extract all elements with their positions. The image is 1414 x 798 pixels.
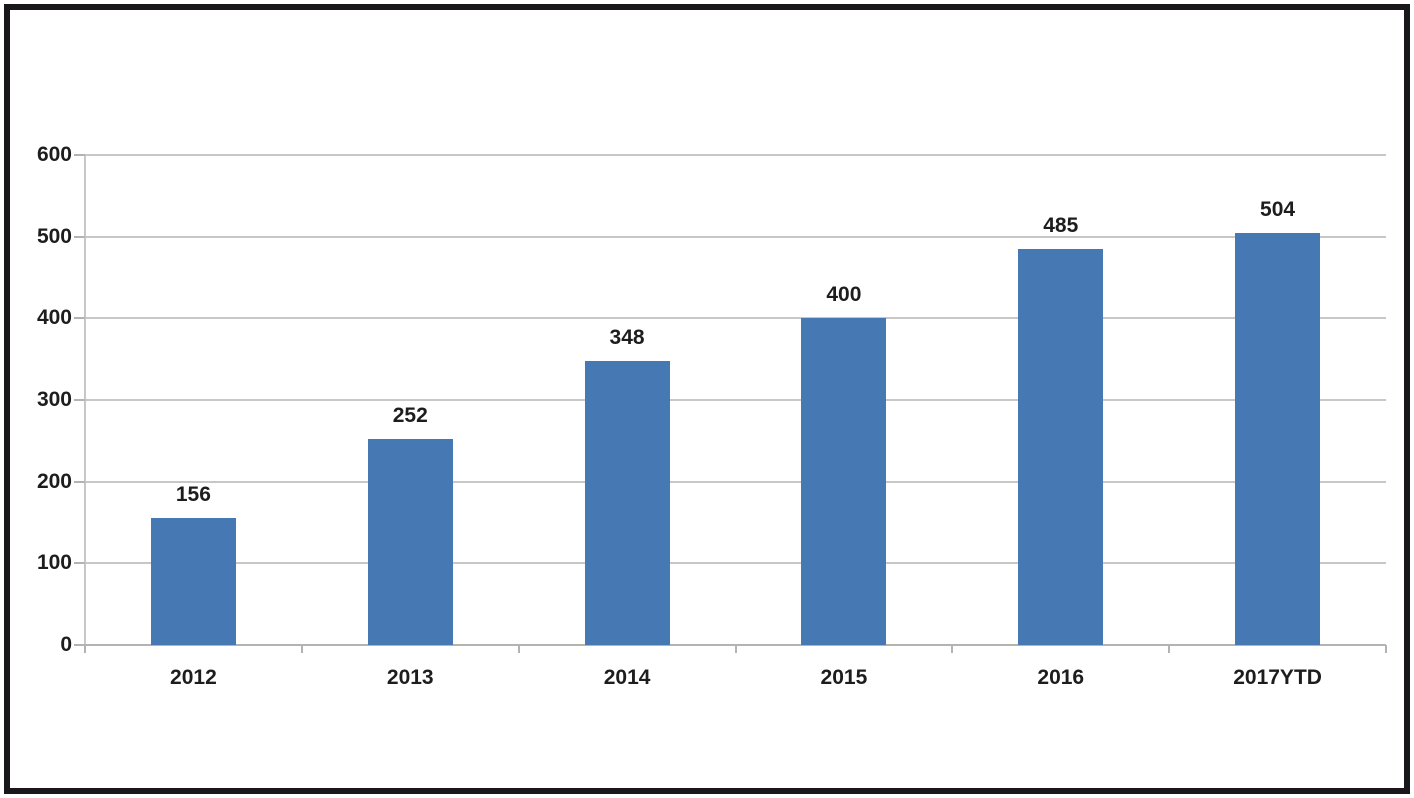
- gridline: [85, 562, 1386, 565]
- bar-value-label: 348: [609, 325, 645, 349]
- y-tick-label: 100: [36, 551, 72, 575]
- y-tick-label: 400: [36, 306, 72, 330]
- x-axis-tick: [951, 645, 954, 653]
- bar-value-label: 504: [1260, 198, 1296, 222]
- gridline: [85, 399, 1386, 401]
- x-axis-tick: [300, 645, 303, 653]
- bar: [367, 439, 453, 645]
- y-tick-label: 500: [36, 224, 72, 248]
- x-tick-label: 2017YTD: [1233, 666, 1322, 689]
- y-axis-tick: [74, 154, 85, 156]
- bar: [1235, 233, 1321, 645]
- y-axis-tick: [74, 399, 85, 401]
- plot-area: 156 252 348 400 485 504: [74, 154, 1387, 653]
- x-axis-tick: [1385, 645, 1387, 653]
- gridline: [85, 317, 1386, 320]
- x-tick-label: 2013: [386, 666, 434, 689]
- gridline: [85, 235, 1386, 238]
- y-axis-tick: [74, 317, 85, 320]
- x-tick-label: 2015: [820, 666, 868, 689]
- bar: [584, 360, 670, 645]
- bar-value-label: 400: [826, 283, 862, 307]
- y-tick-label: 300: [36, 388, 72, 411]
- x-axis-tick: [734, 645, 737, 653]
- x-tick-label: 2016: [1037, 666, 1085, 689]
- y-axis-tick: [74, 480, 85, 483]
- y-tick-label: 600: [36, 143, 72, 166]
- bar-value-label: 485: [1043, 213, 1079, 237]
- y-axis-tick: [74, 235, 85, 238]
- x-tick-label: 2014: [603, 666, 651, 689]
- bar: [150, 517, 236, 645]
- x-tick-label: 2012: [170, 666, 217, 689]
- x-axis-tick: [1168, 645, 1171, 653]
- y-axis-tick: [74, 562, 85, 565]
- gridline: [85, 480, 1386, 483]
- x-axis-tick: [517, 645, 520, 653]
- y-tick-label: 0: [60, 633, 72, 656]
- bar-value-label: 156: [175, 482, 211, 506]
- bar: [1018, 248, 1104, 645]
- x-axis-tick: [84, 645, 86, 653]
- y-axis-tick: [74, 644, 85, 646]
- y-tick-label: 200: [36, 469, 72, 493]
- gridline: [85, 154, 1386, 156]
- bar: [801, 318, 887, 645]
- bar-value-label: 252: [392, 404, 428, 428]
